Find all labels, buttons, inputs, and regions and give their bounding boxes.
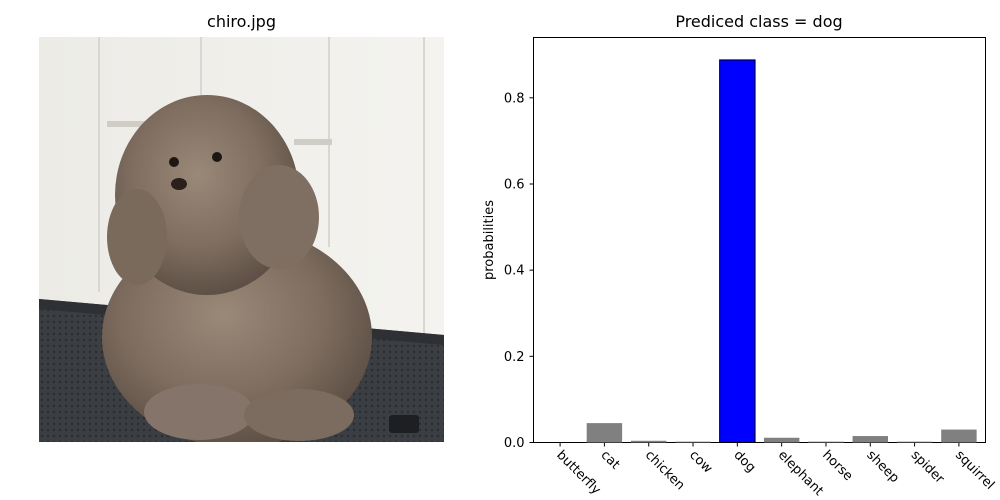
y-tick-label: 0.2 [504, 350, 525, 365]
x-tick-label-elephant: elephant [775, 448, 826, 499]
bar-cat [586, 423, 623, 443]
x-tick-label-squirrel: squirrel [952, 448, 997, 493]
y-axis-label: probabilities [482, 200, 497, 280]
x-tick-label-butterfly: butterfly [553, 448, 603, 498]
y-tick-label: 0.4 [504, 264, 525, 279]
bar-elephant [763, 437, 800, 443]
bar-sheep [852, 436, 889, 443]
image-title: chiro.jpg [207, 12, 276, 31]
x-tick-label-chicken: chicken [642, 448, 688, 494]
bar-spider [896, 441, 933, 443]
bar-dog [719, 59, 756, 444]
bar-cow [675, 441, 711, 443]
y-tick-label: 0.6 [504, 177, 525, 192]
bar-horse [808, 441, 844, 443]
x-tick-label-dog: dog [731, 448, 759, 476]
x-tick-label-horse: horse [819, 448, 855, 484]
x-tick-label-sheep: sheep [863, 448, 901, 486]
dog-photo [39, 37, 444, 442]
chart-title: Prediced class = dog [675, 12, 843, 31]
y-tick-label: 0.8 [504, 91, 525, 106]
x-tick-label-cat: cat [598, 448, 623, 473]
x-tick-label-cow: cow [686, 448, 715, 477]
bar-chicken [630, 440, 667, 443]
x-tick-label-spider: spider [908, 448, 948, 488]
y-tick-label: 0.0 [504, 436, 525, 451]
plot-frame [533, 37, 986, 443]
bar-squirrel [941, 429, 977, 443]
